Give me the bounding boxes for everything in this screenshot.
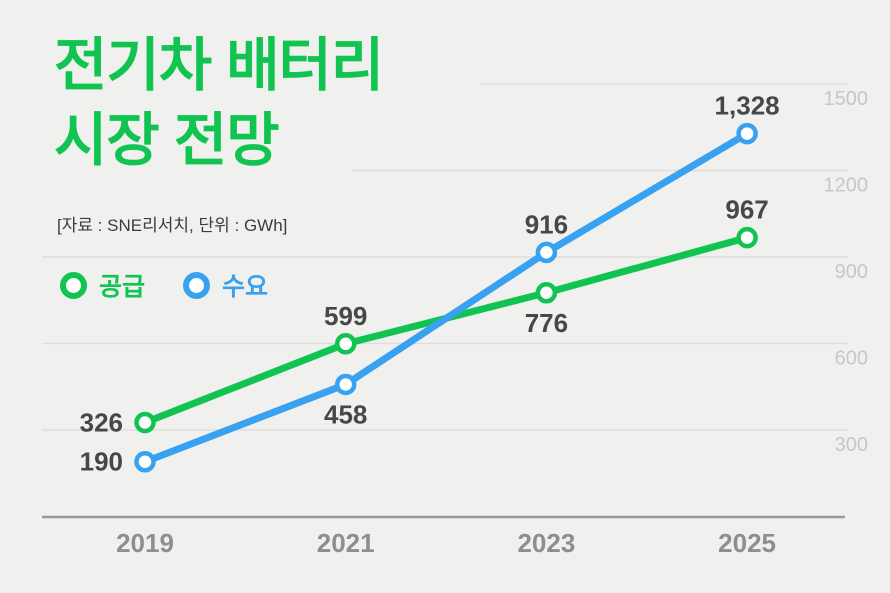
- x-tick-label-2025: 2025: [718, 528, 776, 558]
- data-point-공급-2023: [535, 282, 558, 304]
- legend: 공급 수요: [60, 267, 268, 303]
- y-tick-label-600: 600: [835, 348, 868, 370]
- legend-item-supply: 공급: [60, 267, 145, 303]
- y-tick-label-300: 300: [835, 434, 868, 456]
- data-point-수요-2023: [535, 241, 558, 264]
- legend-label-demand: 수요: [222, 273, 269, 301]
- value-label-수요-2025: 1,328: [715, 91, 780, 121]
- legend-item-demand: 수요: [183, 267, 268, 303]
- page-title-text: 전기차 배터리 시장 전망: [54, 33, 384, 173]
- supply-circle-icon: [60, 271, 87, 299]
- series-line-공급: [141, 234, 751, 427]
- x-tick-label-2023: 2023: [517, 528, 575, 558]
- data-point-수요-2021: [334, 373, 357, 396]
- y-tick-label-900: 900: [835, 261, 868, 283]
- demand-circle-icon: [183, 271, 211, 299]
- data-point-수요-2025: [736, 122, 758, 145]
- value-label-수요-2019: 190: [80, 447, 123, 477]
- x-tick-label-2021: 2021: [317, 528, 375, 558]
- y-tick-label-1200: 1200: [824, 175, 869, 197]
- value-label-수요-2021: 458: [324, 399, 367, 429]
- data-point-공급-2021: [334, 333, 357, 355]
- data-point-공급-2025: [736, 226, 758, 249]
- x-tick-label-2019: 2019: [116, 528, 174, 558]
- y-tick-label-1500: 1500: [824, 88, 869, 110]
- value-label-공급-2025: 967: [725, 195, 768, 225]
- source-note: [자료 : SNE리서치, 단위 : GWh]: [57, 216, 288, 235]
- value-label-수요-2023: 916: [525, 209, 568, 239]
- page-title: 전기차 배터리 시장 전망: [54, 28, 384, 178]
- data-point-수요-2019: [134, 450, 156, 473]
- value-label-공급-2021: 599: [324, 301, 367, 331]
- value-label-공급-2023: 776: [525, 308, 568, 338]
- value-label-공급-2019: 326: [80, 408, 123, 438]
- legend-label-supply: 공급: [99, 273, 146, 301]
- data-point-공급-2019: [134, 411, 156, 434]
- series-line-수요: [141, 130, 751, 466]
